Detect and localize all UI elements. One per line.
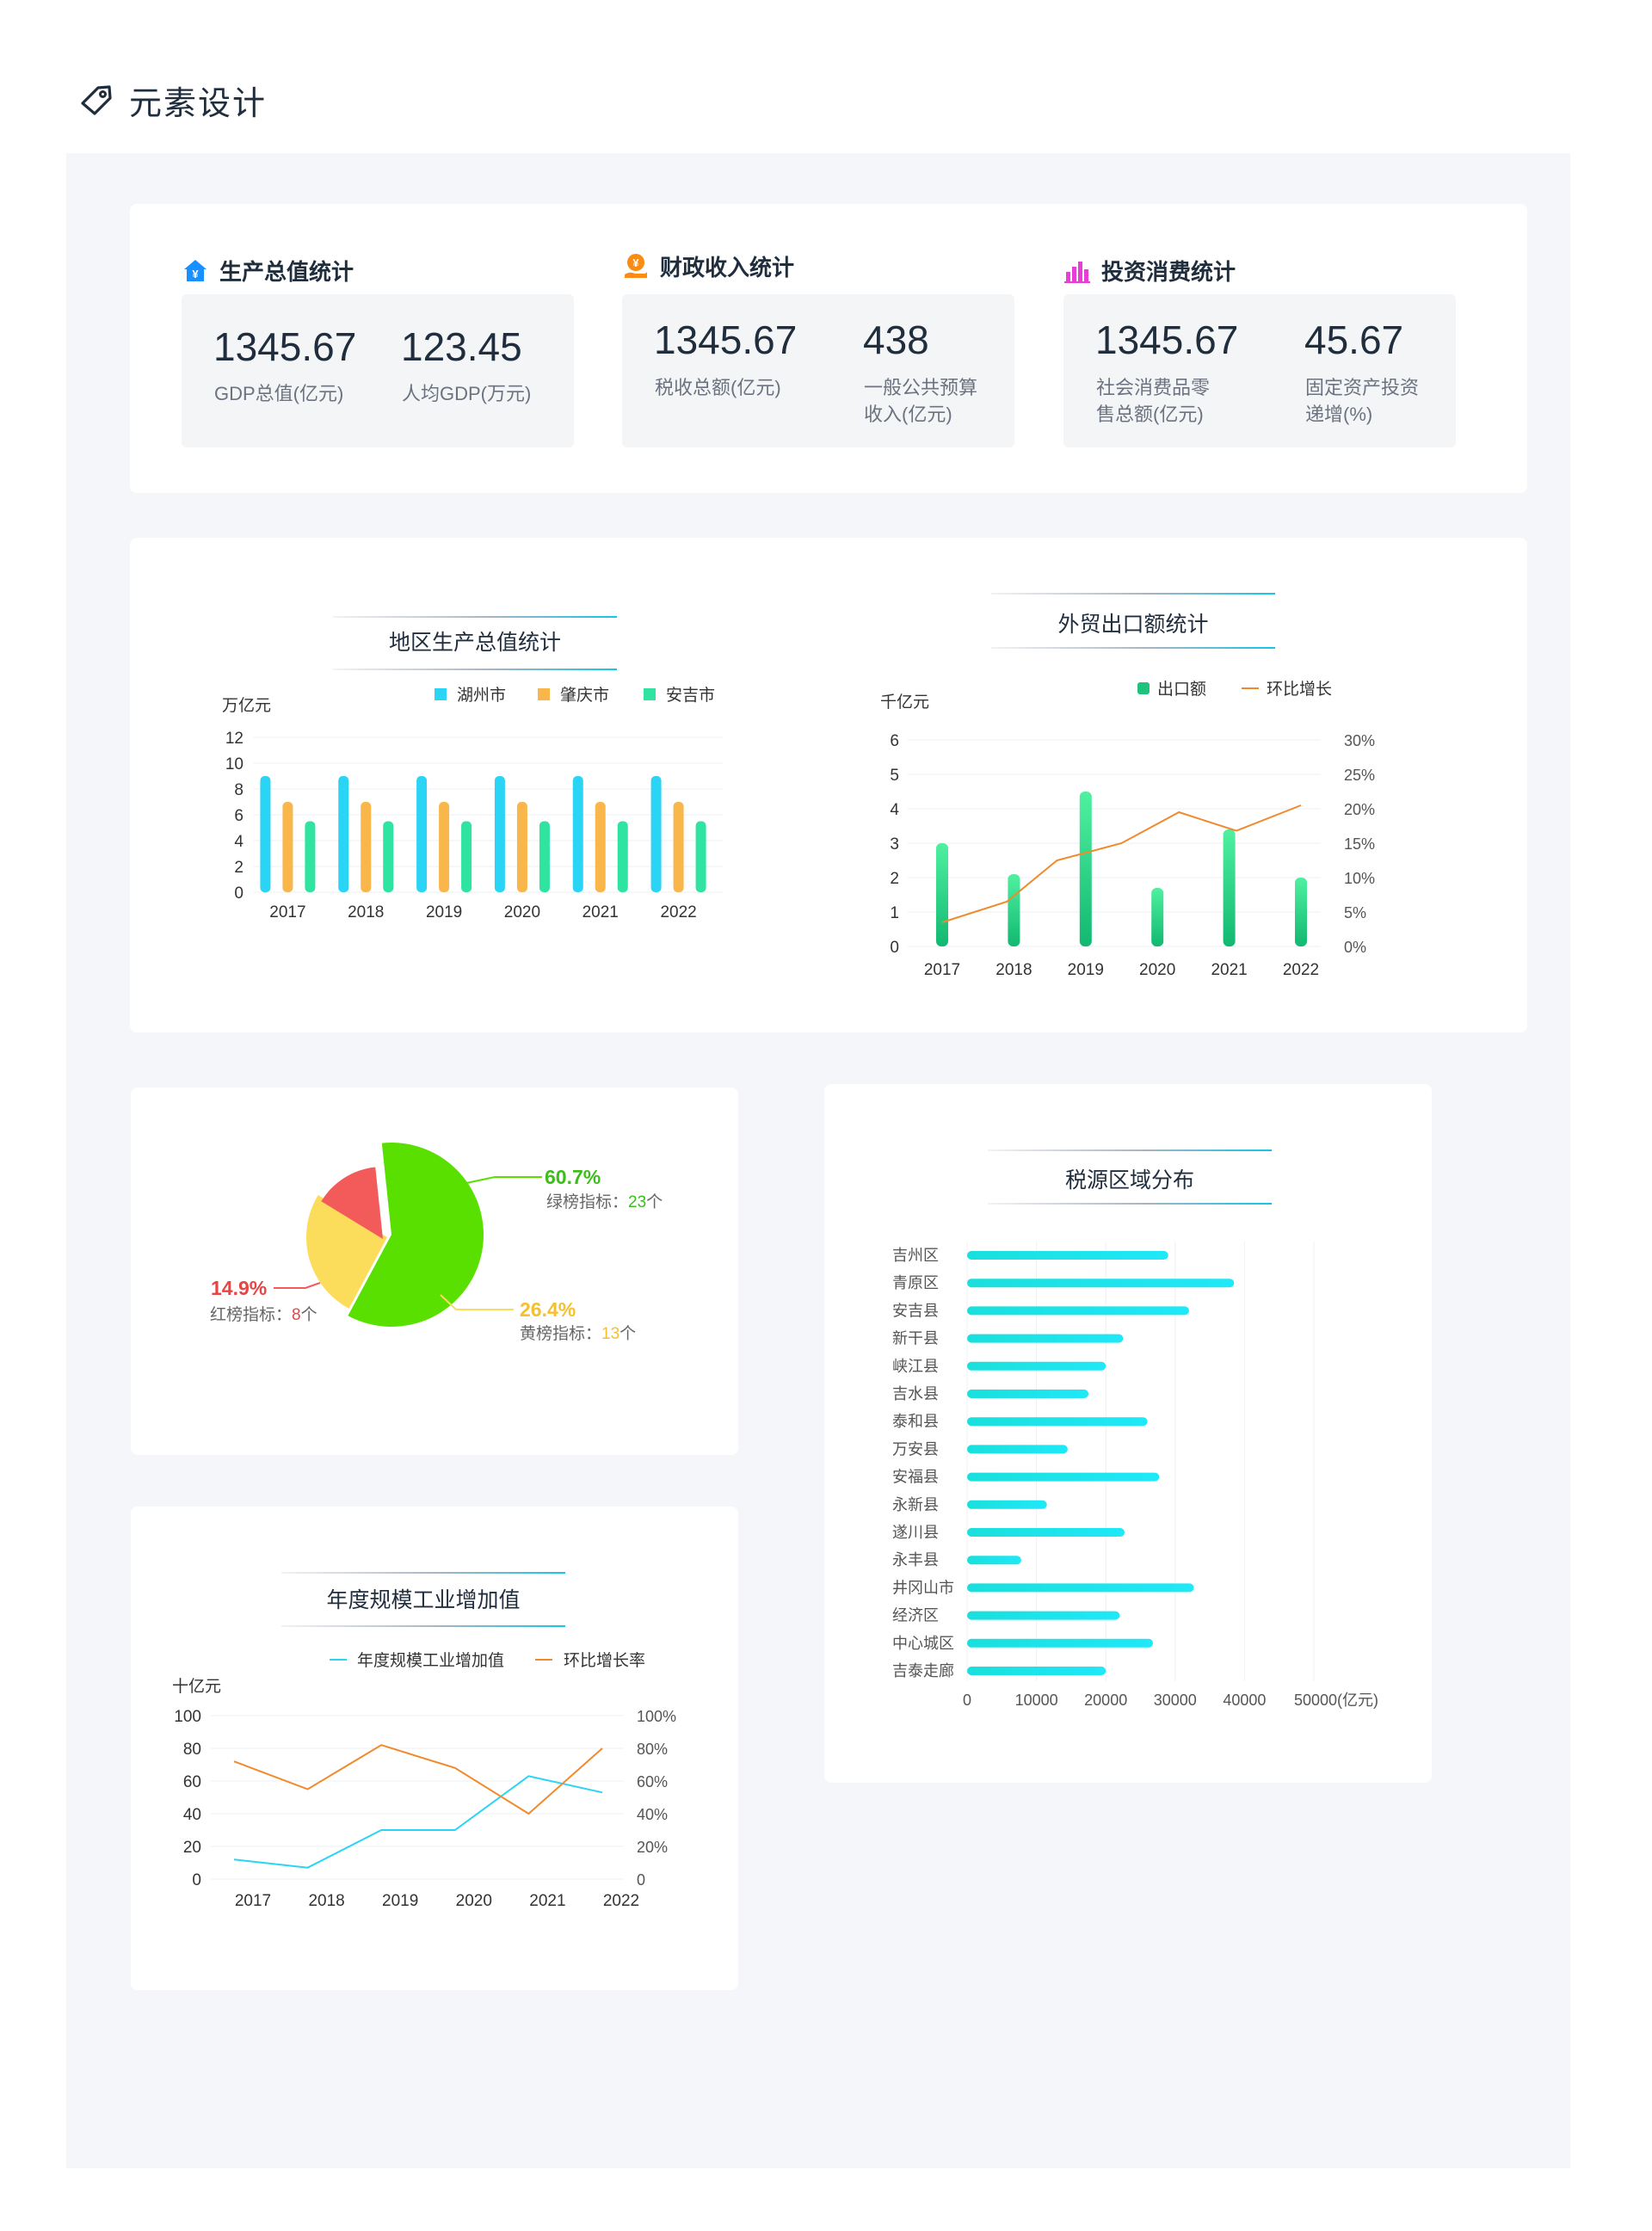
tag-icon bbox=[81, 85, 112, 115]
industry-card bbox=[131, 1507, 738, 1990]
stat-box-finance: 1345.67 税收总额(亿元) 438 一般公共预算 收入(亿元) bbox=[622, 294, 1014, 447]
title-line-bottom bbox=[988, 1203, 1272, 1205]
chart-title: 年度规模工业增加值 bbox=[326, 1588, 521, 1612]
title-line-top bbox=[333, 616, 617, 618]
stat-group-gdp: ¥ 生产总值统计 bbox=[182, 251, 574, 289]
chart-title: 地区生产总值统计 bbox=[388, 631, 561, 655]
svg-text:¥: ¥ bbox=[632, 256, 639, 269]
chart-title: 外贸出口额统计 bbox=[1057, 613, 1209, 637]
stat-label: GDP总值(亿元) bbox=[214, 383, 344, 404]
stats-card: ¥ 生产总值统计 1345.67 GDP总值(亿元) 123.45 人均GDP(… bbox=[130, 204, 1527, 493]
house-yen-icon: ¥ bbox=[184, 260, 206, 281]
title-line-bottom bbox=[333, 669, 617, 670]
page-header: 元素设计 bbox=[77, 76, 267, 124]
title-line-top bbox=[988, 1149, 1272, 1151]
stat-group-investment: 投资消费统计 bbox=[1063, 251, 1456, 289]
stat-value: 123.45 bbox=[401, 324, 522, 369]
stat-label: 社会消费品零 售总额(亿元) bbox=[1096, 377, 1211, 425]
stat-value: 45.67 bbox=[1304, 317, 1404, 362]
bar-chart-icon bbox=[1064, 262, 1090, 283]
stat-label: 人均GDP(万元) bbox=[402, 383, 532, 404]
stat-label: 一般公共预算 收入(亿元) bbox=[864, 377, 978, 425]
stat-value: 438 bbox=[863, 317, 929, 362]
stat-group-finance: ¥ 财政收入统计 bbox=[622, 247, 1014, 285]
title-line-top bbox=[991, 593, 1275, 595]
stat-box-gdp: 1345.67 GDP总值(亿元) 123.45 人均GDP(万元) bbox=[182, 294, 574, 447]
stat-label: 税收总额(亿元) bbox=[655, 377, 781, 398]
page-title: 元素设计 bbox=[129, 85, 268, 122]
svg-text:¥: ¥ bbox=[192, 268, 199, 280]
title-line-bottom bbox=[281, 1625, 565, 1627]
stat-value: 1345.67 bbox=[654, 317, 798, 362]
pie-card bbox=[131, 1088, 738, 1455]
stat-box-investment: 1345.67 社会消费品零 售总额(亿元) 45.67 固定资产投资 递增(%) bbox=[1063, 294, 1456, 447]
yen-coin-hand-icon: ¥ bbox=[625, 254, 647, 278]
stat-title: 财政收入统计 bbox=[660, 254, 795, 280]
stat-title: 投资消费统计 bbox=[1101, 258, 1236, 285]
stat-title: 生产总值统计 bbox=[219, 258, 354, 285]
tax-card bbox=[824, 1084, 1432, 1783]
title-line-bottom bbox=[991, 647, 1275, 649]
stat-value: 1345.67 bbox=[213, 324, 357, 369]
charts-card bbox=[130, 538, 1527, 1032]
stat-value: 1345.67 bbox=[1095, 317, 1239, 362]
title-line-top bbox=[281, 1572, 565, 1574]
chart-title: 税源区域分布 bbox=[1064, 1168, 1194, 1193]
stat-label: 固定资产投资 递增(%) bbox=[1305, 377, 1420, 425]
